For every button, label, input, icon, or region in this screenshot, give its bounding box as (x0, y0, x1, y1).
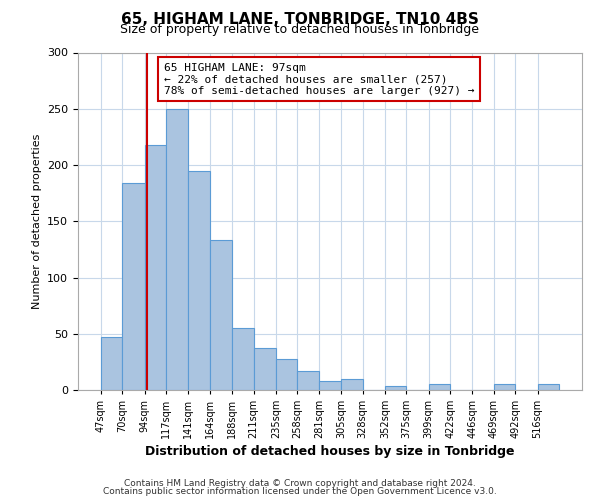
Text: 65 HIGHAM LANE: 97sqm
← 22% of detached houses are smaller (257)
78% of semi-det: 65 HIGHAM LANE: 97sqm ← 22% of detached … (164, 62, 474, 96)
Bar (188, 170, 210, 390)
Bar (210, 240, 232, 390)
Text: 65, HIGHAM LANE, TONBRIDGE, TN10 4BS: 65, HIGHAM LANE, TONBRIDGE, TN10 4BS (121, 12, 479, 28)
Text: Contains public sector information licensed under the Open Government Licence v3: Contains public sector information licen… (103, 487, 497, 496)
Bar (276, 358, 298, 390)
Bar (538, 384, 559, 390)
Bar (166, 109, 188, 390)
Bar (494, 384, 515, 390)
Y-axis label: Number of detached properties: Number of detached properties (32, 134, 41, 309)
Bar (254, 348, 276, 390)
Text: Contains HM Land Registry data © Crown copyright and database right 2024.: Contains HM Land Registry data © Crown c… (124, 478, 476, 488)
Bar (232, 328, 254, 390)
Bar (341, 379, 362, 390)
X-axis label: Distribution of detached houses by size in Tonbridge: Distribution of detached houses by size … (145, 446, 515, 458)
Bar (429, 384, 450, 390)
Text: Size of property relative to detached houses in Tonbridge: Size of property relative to detached ho… (121, 22, 479, 36)
Bar (122, 183, 145, 390)
Bar (298, 371, 319, 390)
Bar (101, 337, 122, 390)
Bar (145, 145, 166, 390)
Bar (385, 386, 406, 390)
Bar (319, 381, 341, 390)
